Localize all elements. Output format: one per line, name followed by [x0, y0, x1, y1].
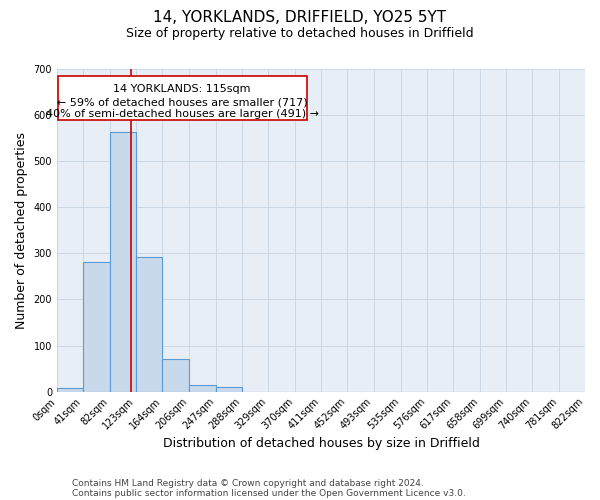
Bar: [162, 360, 189, 392]
Text: 14, YORKLANDS, DRIFFIELD, YO25 5YT: 14, YORKLANDS, DRIFFIELD, YO25 5YT: [154, 10, 446, 25]
Bar: [83, 262, 110, 392]
Bar: [215, 387, 242, 392]
X-axis label: Distribution of detached houses by size in Driffield: Distribution of detached houses by size …: [163, 437, 479, 450]
Bar: [136, 257, 162, 392]
Text: 40% of semi-detached houses are larger (491) →: 40% of semi-detached houses are larger (…: [46, 109, 319, 119]
Text: Contains public sector information licensed under the Open Government Licence v3: Contains public sector information licen…: [72, 488, 466, 498]
Text: Size of property relative to detached houses in Driffield: Size of property relative to detached ho…: [126, 28, 474, 40]
Text: Contains HM Land Registry data © Crown copyright and database right 2024.: Contains HM Land Registry data © Crown c…: [72, 478, 424, 488]
Text: ← 59% of detached houses are smaller (717): ← 59% of detached houses are smaller (71…: [57, 97, 308, 107]
FancyBboxPatch shape: [58, 76, 307, 120]
Bar: [57, 388, 83, 392]
Text: 14 YORKLANDS: 115sqm: 14 YORKLANDS: 115sqm: [113, 84, 251, 94]
Bar: [189, 385, 215, 392]
Bar: [110, 132, 136, 392]
Y-axis label: Number of detached properties: Number of detached properties: [15, 132, 28, 329]
